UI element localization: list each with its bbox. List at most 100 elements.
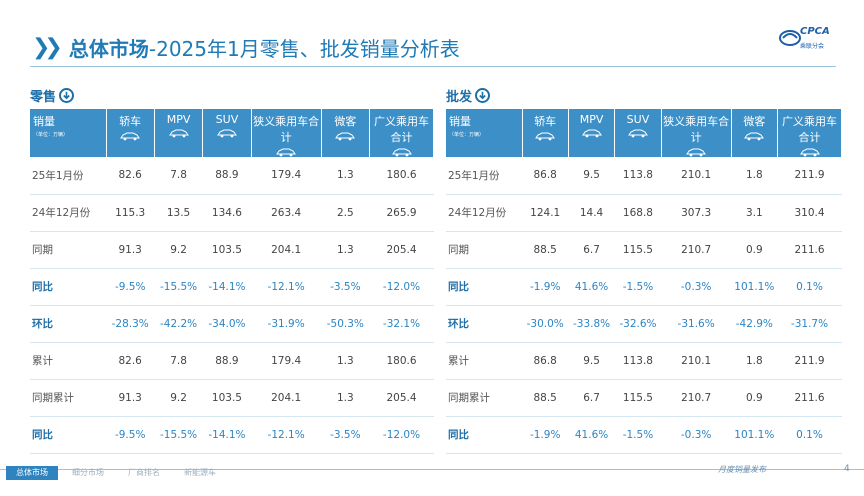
table-cell: 91.3 [106,379,155,417]
table-cell: 1.3 [321,231,370,269]
table-cell: 1.8 [731,157,778,195]
wholesale-section: 批发 销量 （单位：万辆） 轿车 MPV SUV 狭义乘用车合计 微客 广义乘用车合计 25年… [446,84,842,454]
table-cell: 9.2 [154,231,203,269]
table-cell: 3.1 [731,194,778,232]
table-row: 同比 -9.5% -15.5% -14.1% -12.1% -3.5% -12.0% [30,416,434,454]
table-cell: 41.6% [568,416,615,454]
table-cell: 204.1 [251,231,322,269]
table-cell: 0.1% [777,416,842,454]
table-row: 24年12月份 115.3 13.5 134.6 263.4 2.5 265.9 [30,194,434,232]
table-row: 累计 82.6 7.8 88.9 179.4 1.3 180.6 [30,342,434,380]
car-icon [391,148,412,157]
table-cell: -9.5% [106,268,155,306]
footer-tab[interactable]: 总体市场 [6,466,58,480]
table-cell: -33.8% [568,305,615,343]
corner-header: 销量 （单位：万辆） [30,109,107,157]
table-cell: -31.7% [777,305,842,343]
row-label: 24年12月份 [446,194,522,232]
retail-header-row: 销量 （单位：万辆） 轿车 MPV SUV 狭义乘用车合计 微客 广义乘用车合计 [30,109,434,157]
table-cell: 210.7 [661,231,732,269]
retail-table: 销量 （单位：万辆） 轿车 MPV SUV 狭义乘用车合计 微客 广义乘用车合计 25年1月份… [30,109,434,454]
table-cell: -31.6% [661,305,732,343]
table-cell: 115.3 [106,194,155,232]
row-label: 累计 [446,342,522,380]
footer-tab[interactable]: 新能源车 [184,468,216,477]
footer-tab[interactable]: 细分市场 [72,468,104,477]
table-row: 环比 -28.3% -42.2% -34.0% -31.9% -50.3% -32.1% [30,305,434,343]
column-header-label: 轿车 [534,115,557,128]
table-cell: 115.5 [614,231,662,269]
table-cell: -3.5% [321,416,370,454]
column-header-label: MPV [166,113,191,126]
table-cell: 211.6 [777,231,842,269]
retail-section: 零售 销量 （单位：万辆） 轿车 MPV SUV 狭义乘用车合计 微客 广义乘用车合计 25年… [30,84,434,454]
footer-divider [0,469,864,470]
table-cell: 88.9 [202,342,252,380]
table-cell: 0.9 [731,379,778,417]
car-icon [581,129,602,138]
table-cell: 1.3 [321,157,370,195]
footer-note: 月度销量发布 [718,465,766,474]
table-cell: -31.9% [251,305,322,343]
table-cell: 134.6 [202,194,252,232]
table-cell: -32.1% [369,305,434,343]
column-header-label: MPV [579,113,604,126]
table-cell: -42.9% [731,305,778,343]
table-row: 24年12月份 124.1 14.4 168.8 307.3 3.1 310.4 [446,194,842,232]
car-icon [168,129,189,138]
footer-tabs: 总体市场 细分市场 厂商排名 新能源车 [6,466,230,480]
table-cell: 204.1 [251,379,322,417]
table-cell: -30.0% [522,305,569,343]
table-cell: 180.6 [369,342,434,380]
table-cell: 7.8 [154,342,203,380]
table-cell: 0.9 [731,231,778,269]
row-label: 环比 [446,305,522,343]
table-cell: -1.5% [614,268,662,306]
row-label: 同期累计 [446,379,522,417]
table-cell: -14.1% [202,268,252,306]
double-chevron-icon: ❯❯ [32,34,63,60]
corner-header: 销量 （单位：万辆） [446,109,523,157]
table-row: 同期 88.5 6.7 115.5 210.7 0.9 211.6 [446,231,842,269]
table-cell: -50.3% [321,305,370,343]
table-cell: 310.4 [777,194,842,232]
row-label: 同比 [446,416,522,454]
row-label: 24年12月份 [30,194,106,232]
footer-tab[interactable]: 厂商排名 [128,468,160,477]
table-row: 环比 -30.0% -33.8% -32.6% -31.6% -42.9% -31.7% [446,305,842,343]
column-header: 狭义乘用车合计 [661,109,732,157]
table-cell: 6.7 [568,379,615,417]
table-cell: -0.3% [661,268,732,306]
row-label: 25年1月份 [30,157,106,195]
table-row: 同期累计 91.3 9.2 103.5 204.1 1.3 205.4 [30,379,434,417]
table-row: 同期累计 88.5 6.7 115.5 210.7 0.9 211.6 [446,379,842,417]
table-cell: 211.9 [777,342,842,380]
cpca-emblem-icon [779,30,801,46]
wholesale-table-body: 25年1月份 86.8 9.5 113.8 210.1 1.8 211.9 24年12月份 12… [446,157,842,454]
column-header: MPV [568,109,616,157]
table-cell: 205.4 [369,231,434,269]
table-cell: -12.0% [369,268,434,306]
row-label: 同比 [30,268,106,306]
table-cell: 210.7 [661,379,732,417]
column-header: SUV [202,109,252,157]
table-cell: 82.6 [106,342,155,380]
column-header-label: SUV [215,113,239,126]
table-cell: -1.9% [522,416,569,454]
column-header: 微客 [731,109,779,157]
table-cell: 88.9 [202,157,252,195]
retail-label: 零售 [30,89,57,105]
table-cell: 168.8 [614,194,662,232]
title-bar: ❯❯ 总体市场 -2025年1月零售、批发销量分析表 [32,30,460,64]
table-cell: 1.3 [321,342,370,380]
table-cell: 86.8 [522,342,569,380]
row-label: 25年1月份 [446,157,522,195]
wholesale-heading: 批发 [446,84,842,106]
car-icon [217,129,237,138]
down-arrow-icon [59,87,75,103]
table-row: 同比 -9.5% -15.5% -14.1% -12.1% -3.5% -12.0% [30,268,434,306]
table-row: 同比 -1.9% 41.6% -1.5% -0.3% 101.1% 0.1% [446,416,842,454]
column-header: SUV [614,109,662,157]
column-header: 轿车 [106,109,155,157]
row-label: 同期 [446,231,522,269]
